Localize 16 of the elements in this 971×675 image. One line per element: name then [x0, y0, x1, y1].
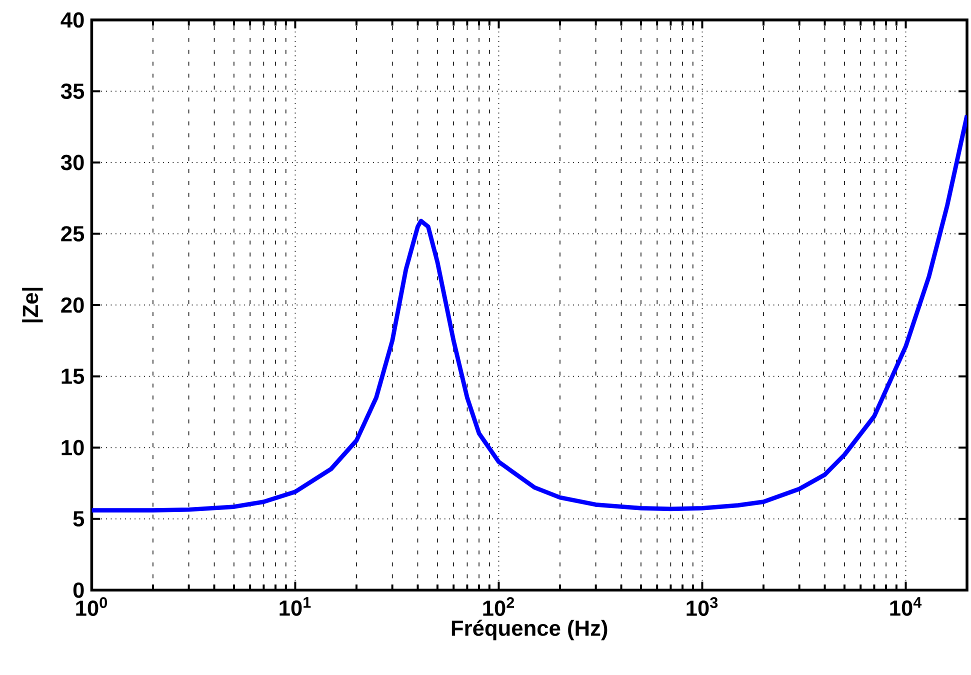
- y-tick-label: 10: [62, 440, 84, 456]
- y-axis-title: |Ze|: [22, 288, 43, 322]
- y-tick-label: 25: [61, 226, 84, 242]
- y-tick-label: 20: [61, 297, 84, 313]
- x-axis-title: Fréquence (Hz): [452, 620, 608, 640]
- y-tick-label: 5: [73, 511, 84, 527]
- x-tick-label: 10$^{1}$: [280, 597, 311, 616]
- y-tick-label: 15: [62, 368, 84, 384]
- x-tick-label: 10$^{2}$: [483, 597, 514, 616]
- y-tick-label: 35: [60, 84, 84, 100]
- y-tick-label: 30: [60, 154, 84, 170]
- x-tick-label: 10$^{4}$: [890, 597, 922, 616]
- x-tick-label: 10$^{0}$: [76, 597, 108, 616]
- y-tick-label: 40: [60, 12, 84, 28]
- y-tick-label: 0: [73, 582, 84, 598]
- x-tick-label: 10$^{3}$: [686, 597, 718, 616]
